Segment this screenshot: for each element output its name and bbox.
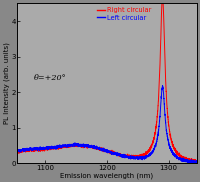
Right circular <box>36 149 39 152</box>
Legend: Right circular, Left circular: Right circular, Left circular <box>96 7 152 21</box>
Left circular <box>161 85 164 87</box>
Line: Right circular: Right circular <box>17 0 197 162</box>
Text: θ=+20°: θ=+20° <box>33 74 66 82</box>
Left circular <box>16 149 18 151</box>
Left circular <box>36 148 39 150</box>
Left circular <box>173 154 175 156</box>
Right circular <box>192 161 195 163</box>
Left circular <box>93 145 95 147</box>
Right circular <box>85 145 87 147</box>
Right circular <box>93 146 95 148</box>
Left circular <box>85 145 87 147</box>
Right circular <box>192 159 194 161</box>
Left circular <box>47 147 50 150</box>
Left circular <box>195 162 197 164</box>
Right circular <box>47 149 50 151</box>
Left circular <box>192 161 194 163</box>
X-axis label: Emission wavelength (nm): Emission wavelength (nm) <box>60 172 153 179</box>
Right circular <box>173 145 175 148</box>
Line: Left circular: Left circular <box>17 86 197 163</box>
Right circular <box>16 150 18 152</box>
Y-axis label: PL Intensity (arb. units): PL Intensity (arb. units) <box>3 42 10 124</box>
Left circular <box>195 160 198 162</box>
Right circular <box>195 160 198 162</box>
